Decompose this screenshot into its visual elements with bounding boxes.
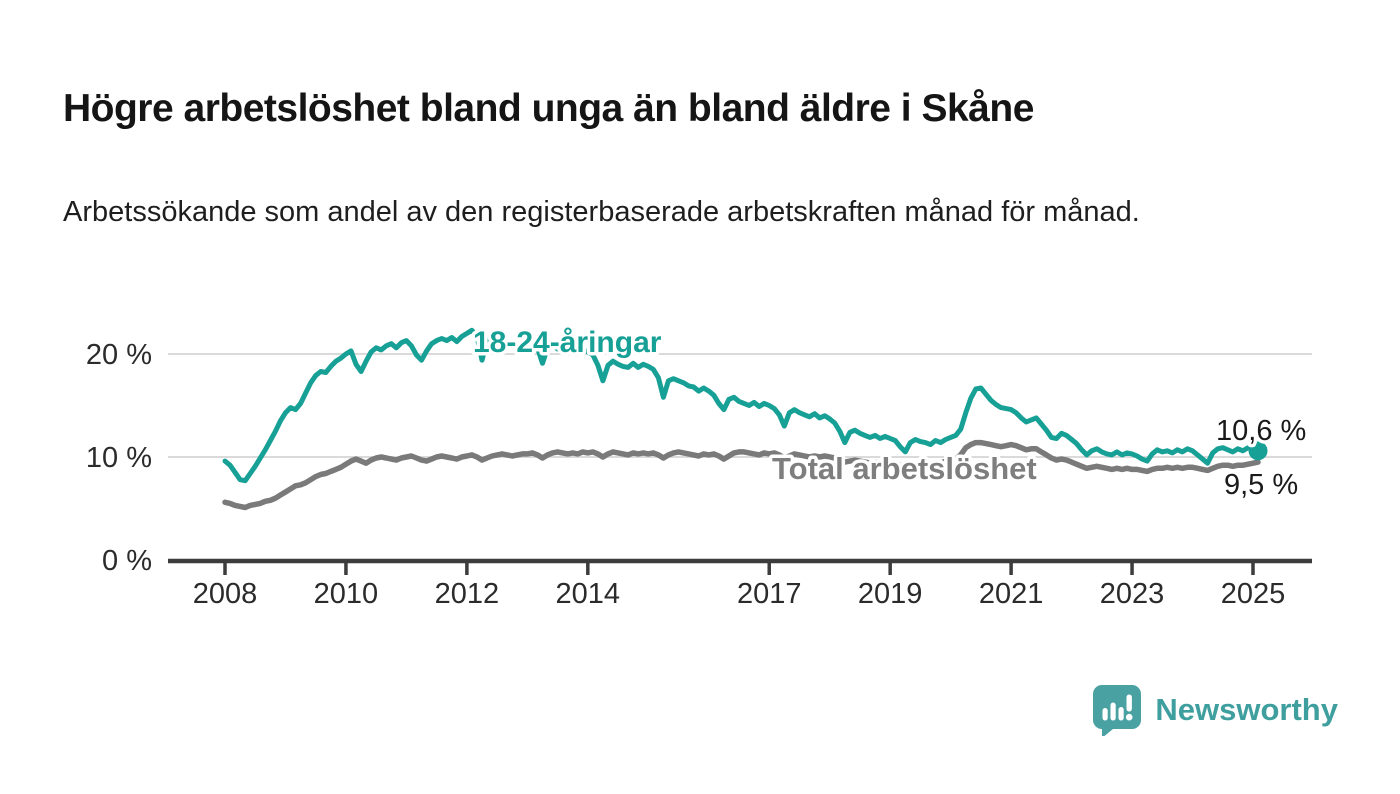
x-axis-tick-label: 2025 [1221,578,1286,610]
x-axis-tick-label: 2008 [193,578,258,610]
x-axis-tick-label: 2023 [1100,578,1165,610]
total-end-value-label: 9,5 % [1224,469,1298,501]
y-axis-tick-label: 10 % [86,442,152,474]
series-label-total: Total arbetslöshet [772,451,1037,486]
x-axis-tick-label: 2012 [435,578,500,610]
page-title: Högre arbetslöshet bland unga än bland ä… [63,87,1034,131]
x-axis-tick-label: 2010 [314,578,379,610]
y-axis-tick-label: 0 % [102,545,152,577]
x-axis-tick-label: 2014 [556,578,621,610]
series-label-young: 18-24-åringar [473,326,662,359]
x-axis-tick-label: 2021 [979,578,1044,610]
x-axis-tick-label: 2019 [858,578,923,610]
y-axis-tick-label: 20 % [86,339,152,371]
series-line-total [222,439,1261,511]
young-end-value-label: 10,6 % [1216,415,1306,447]
newsworthy-logo: Newsworthy [1092,684,1338,736]
bar-chart-speech-bubble-icon [1093,685,1142,736]
page-subtitle: Arbetssökande som andel av den registerb… [63,196,1140,228]
series-line-young [222,327,1261,484]
newsworthy-logo-text: Newsworthy [1155,692,1338,727]
x-axis-tick-label: 2017 [737,578,802,610]
young-series-end-dot [1248,441,1268,461]
